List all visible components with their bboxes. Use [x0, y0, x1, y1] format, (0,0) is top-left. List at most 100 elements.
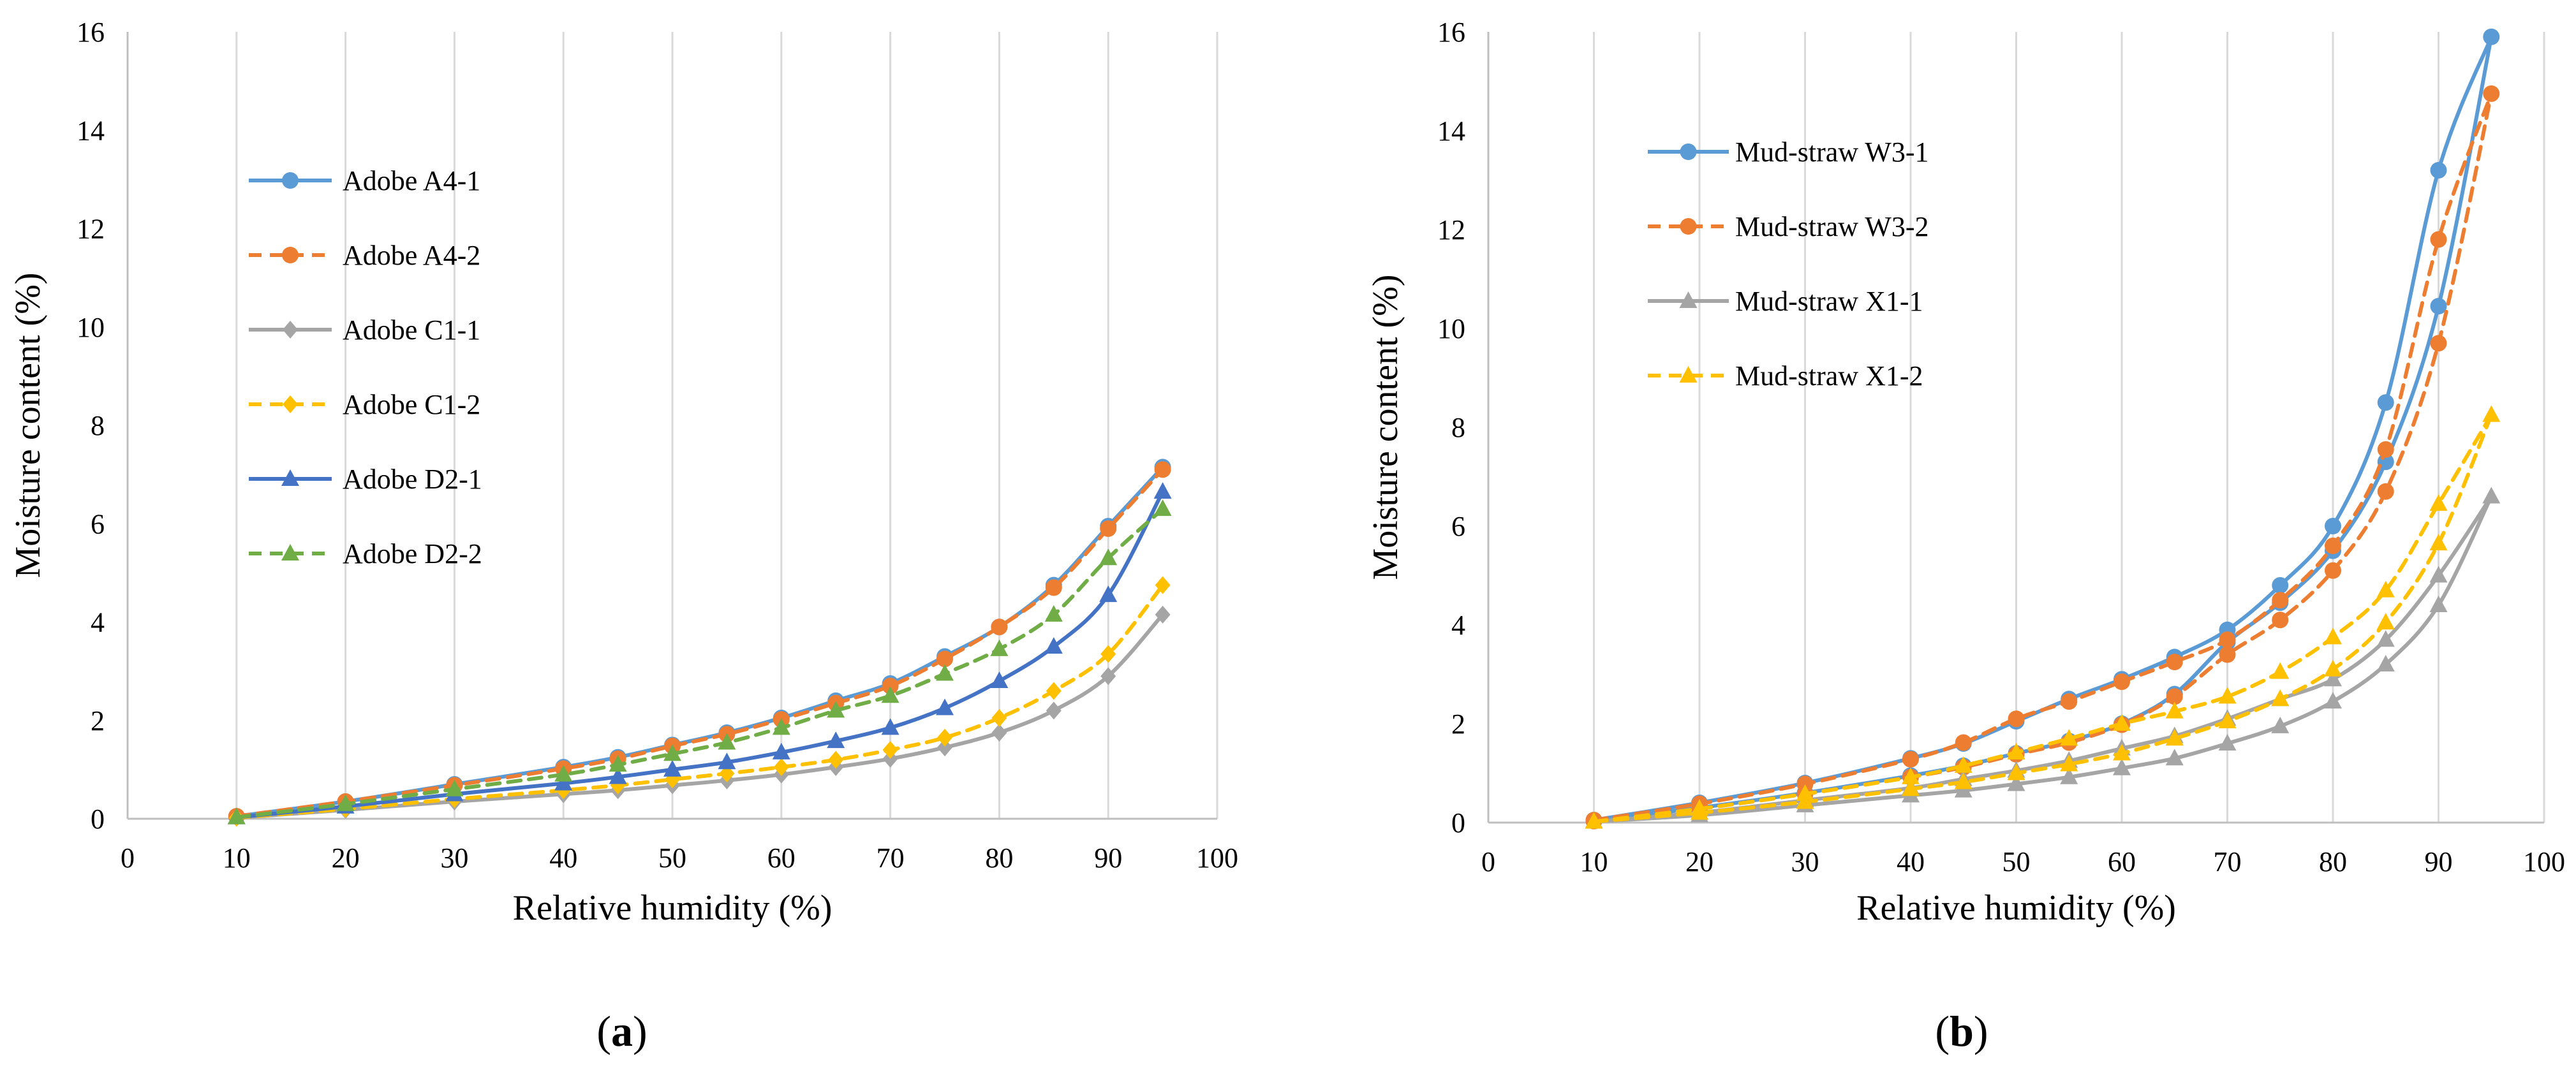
x-tick-label-90: 90 — [1094, 842, 1122, 874]
series-adobe-a4-2 — [228, 461, 1171, 825]
series-line-adobe-a4-1 — [234, 465, 1165, 819]
point-adobe-d2-2-50 — [663, 744, 681, 761]
point-mud-straw-x1-1-75-alt — [2271, 716, 2290, 733]
point-adobe-d2-2-30 — [445, 779, 464, 796]
point-mud-straw-x1-1-65-alt — [2165, 749, 2184, 766]
point-adobe-d2-1-60 — [772, 742, 790, 759]
point-mud-straw-x1-1-80-alt — [2324, 692, 2342, 709]
point-mud-straw-x1-1-60-alt — [2113, 758, 2131, 775]
y-axis-title: Moisture content (%) — [8, 273, 48, 578]
point-mud-straw-x1-2-60 — [2113, 714, 2131, 731]
point-adobe-d2-2-65 — [827, 701, 845, 718]
point-adobe-d2-1-80 — [990, 671, 1009, 689]
x-tick-label-20: 20 — [1685, 846, 1714, 877]
y-tick-label-4: 4 — [91, 607, 105, 638]
caption-b-close: ) — [1974, 1007, 1988, 1055]
point-mud-straw-w3-2-95 — [2483, 85, 2500, 102]
point-mud-straw-w3-1-90 — [2430, 162, 2447, 179]
legend-label-mud-straw-w3-2: Mud-straw W3-2 — [1735, 211, 1928, 242]
point-mud-straw-x1-2-80 — [2324, 627, 2342, 645]
point-mud-straw-w3-2-90 — [2430, 231, 2447, 248]
x-axis-title: Relative humidity (%) — [1856, 888, 2176, 928]
point-mud-straw-x1-2-65 — [2165, 701, 2184, 719]
point-mud-straw-x1-2-85 — [2376, 580, 2395, 597]
legend-marker-mud-straw-x1-2 — [1679, 366, 1698, 383]
y-tick-label-10: 10 — [1437, 313, 1465, 344]
caption-b: (b) — [1935, 1007, 1988, 1055]
point-mud-straw-w3-2-75 — [2272, 592, 2289, 609]
point-mud-straw-x1-2-10-alt — [1585, 812, 1603, 829]
x-tick-label-80: 80 — [985, 842, 1013, 874]
y-tick-label-8: 8 — [91, 410, 105, 441]
point-mud-straw-x1-2-75 — [2271, 662, 2290, 679]
point-mud-straw-w3-2-50 — [2008, 710, 2025, 728]
point-mud-straw-x1-2-70 — [2218, 687, 2237, 704]
x-tick-label-60: 60 — [767, 842, 796, 874]
chart-a: 0 10 20 30 40 50 60 70 80 90 100 0 2 4 6 8 10 12 14 16 Relat… — [8, 17, 1238, 928]
point-mud-straw-x1-2-50-alt — [2007, 763, 2025, 781]
point-adobe-d2-2-95 — [1153, 499, 1172, 517]
point-mud-straw-x1-2-90-alt — [2429, 534, 2448, 551]
point-mud-straw-w3-2-80 — [2325, 538, 2341, 554]
point-adobe-c1-1-85 — [1046, 701, 1062, 720]
x-tick-label-100: 100 — [1196, 842, 1238, 874]
point-adobe-a4-2-95 — [1154, 461, 1171, 478]
point-mud-straw-x1-2-90 — [2429, 494, 2448, 511]
point-mud-straw-x1-2-85-alt — [2376, 613, 2395, 630]
y-tick-label-0: 0 — [1451, 807, 1465, 839]
legend-label-adobe-a4-2: Adobe A4-2 — [343, 240, 480, 271]
point-mud-straw-w3-2-65 — [2166, 654, 2183, 671]
point-mud-straw-x1-1-95 — [2482, 487, 2501, 504]
point-mud-straw-x1-2-80-alt — [2324, 659, 2342, 677]
legend-item-adobe-c1-1: Adobe C1-1 — [249, 314, 480, 346]
series-mud-straw-x1-1 — [1585, 487, 2501, 829]
legend-marker-adobe-d2-2 — [281, 544, 299, 561]
point-mud-straw-x1-2-55 — [2060, 729, 2078, 746]
y-tick-label-12: 12 — [1437, 214, 1465, 246]
series-line-mud-straw-x1-2 — [1592, 413, 2494, 824]
point-adobe-d2-1-90 — [1099, 585, 1118, 603]
x-tick-label-0: 0 — [121, 842, 135, 874]
point-adobe-c1-2-70 — [882, 741, 898, 759]
point-mud-straw-x1-1-85-alt — [2376, 655, 2395, 671]
point-adobe-d2-1-45 — [609, 767, 627, 784]
point-mud-straw-x1-1-90 — [2429, 566, 2448, 583]
y-tick-label-6: 6 — [1451, 511, 1465, 542]
point-adobe-d2-1-55 — [718, 752, 736, 770]
point-mud-straw-x1-2-45-alt — [1954, 772, 1973, 789]
y-axis-title: Moisture content (%) — [1366, 275, 1405, 580]
series-mud-straw-w3-2 — [1585, 85, 2500, 830]
series-line-mud-straw-x1-1 — [1592, 494, 2494, 824]
point-mud-straw-x1-2-75-alt — [2271, 689, 2290, 707]
point-adobe-a4-2-70 — [882, 677, 899, 694]
point-adobe-d2-1-75 — [936, 698, 954, 715]
point-mud-straw-x1-2-40-alt — [1902, 779, 1920, 796]
point-adobe-d2-2-70 — [881, 686, 899, 703]
point-mud-straw-w3-2-65-alt — [2166, 688, 2183, 705]
legend-marker-adobe-a4-2 — [282, 247, 299, 263]
legend-label-mud-straw-x1-1: Mud-straw X1-1 — [1735, 286, 1923, 317]
x-tick-label-30: 30 — [1791, 846, 1819, 877]
point-adobe-d2-2-80 — [990, 639, 1009, 656]
x-tick-label-100: 100 — [2523, 846, 2565, 877]
legend-label-adobe-a4-1: Adobe A4-1 — [343, 165, 480, 196]
legend-label-adobe-d2-1: Adobe D2-1 — [343, 464, 482, 495]
series-adobe-d2-1 — [227, 482, 1172, 824]
series-adobe-a4-1 — [228, 458, 1171, 825]
point-adobe-d2-2-10 — [227, 807, 246, 824]
point-adobe-d2-2-75 — [936, 664, 954, 681]
point-mud-straw-w3-1-85 — [2377, 394, 2394, 411]
point-mud-straw-x1-1-80 — [2324, 670, 2342, 687]
series-line-mud-straw-x1-1-alt — [1592, 494, 2494, 824]
series-adobe-c1-1 — [228, 605, 1171, 827]
point-mud-straw-w3-1-95 — [2483, 28, 2500, 45]
point-mud-straw-w3-2-75-alt — [2272, 612, 2289, 629]
point-mud-straw-w3-2-85 — [2377, 441, 2394, 458]
point-mud-straw-x1-2-65-alt — [2165, 729, 2184, 746]
point-adobe-d2-2-45 — [609, 755, 627, 772]
legend-item-mud-straw-x1-1: Mud-straw X1-1 — [1648, 286, 1923, 317]
x-tick-label-60: 60 — [2108, 846, 2136, 877]
y-tick-label-10: 10 — [77, 312, 105, 343]
point-mud-straw-x1-1-45-alt — [1954, 781, 1973, 798]
